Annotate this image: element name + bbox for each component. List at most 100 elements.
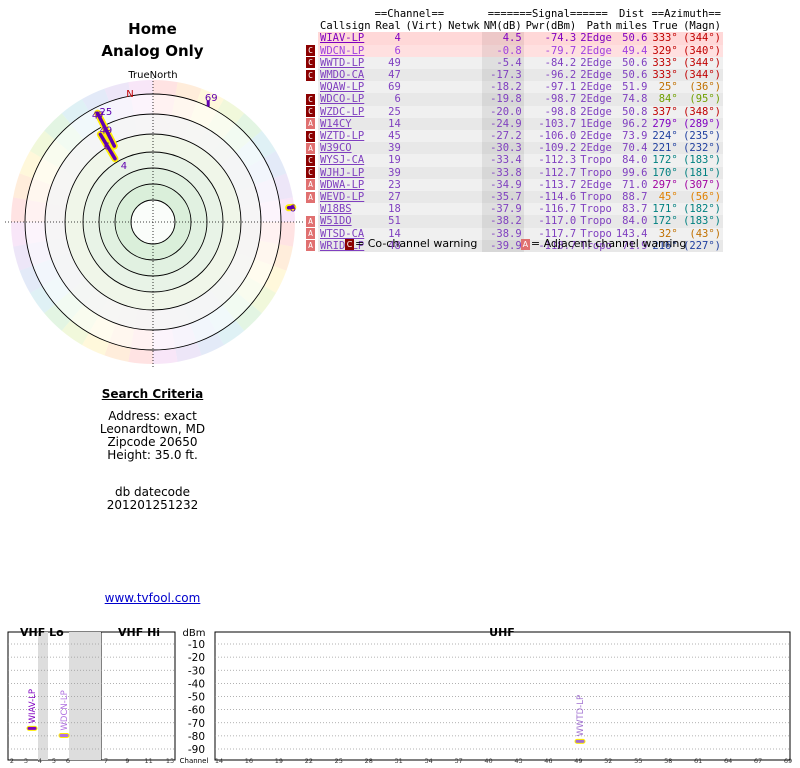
table-row[interactable]: WIAV-LP 4 4.5 -74.3 2Edge 50.6 333° (344°) [306,32,724,45]
table-row[interactable]: A W14CY 14 -24.9 -103.7 1Edge 96.2 279° (289°) [306,117,724,131]
nm-cell: -18.2 [481,81,524,94]
criteria-title: Search Criteria [101,387,204,401]
db-tick-label: -90 [188,744,205,756]
table-row[interactable]: A WTSD-CA 14 -38.9 -117.7 Tropo 143.4 32° (43°) [306,227,724,240]
callsign-cell[interactable]: WZDC-LP [320,105,365,118]
callsign-cell[interactable]: W18BS [320,203,352,216]
pwr-cell: -118.7 [538,239,577,252]
spectrum-station-marker[interactable] [26,725,38,731]
warning-cell: C [306,154,318,167]
callsign-cell[interactable]: WIAV-LP [320,32,365,45]
azimuth-true-cell: 297° [652,178,678,191]
tvfool-link[interactable]: www.tvfool.com [104,591,201,605]
table-row[interactable]: W18BS 18 -37.9 -116.7 Tropo 83.7 171° (182°) [306,203,724,216]
callsign-cell[interactable]: W39CO [320,142,352,155]
criteria-zipcode: Zipcode 20650 [107,435,198,449]
callsign-cell[interactable]: WJHJ-LP [320,166,365,179]
warning-cell: A [306,215,318,228]
db-tick-label: -80 [188,731,205,743]
callsign-cell[interactable]: W14CY [320,117,352,130]
callsign-cell[interactable]: WTSD-CA [320,227,365,240]
spectrum-station-marker[interactable] [58,732,70,738]
dist-cell: 71.9 [622,239,648,252]
table-row[interactable]: C WZTD-LP 45 -27.2 -106.0 2Edge 73.9 224° (235°) [306,130,724,143]
virt-channel-cell [403,167,446,179]
channel-tick-label: 14 [215,757,223,765]
virt-channel-cell [403,215,446,227]
callsign-cell[interactable]: WYSJ-CA [320,154,365,167]
adjacent-channel-icon: A [306,215,315,227]
spectrum-grid [8,643,790,750]
real-channel-cell: 14 [388,117,401,130]
adjacent-channel-icon: A [306,179,315,191]
table-row[interactable]: C WJHJ-LP 39 -33.8 -112.7 Tropo 99.6 170° (181°) [306,166,724,179]
spectrum-chart: VHF Lo VHF Hi UHF dBm Channel -10-20-30-… [7,626,792,765]
vhf-lo-shade-a [38,632,48,760]
db-tick-label: -20 [188,652,205,664]
callsign-cell[interactable]: WWTD-LP [320,56,365,69]
azimuth-magn-cell: (43°) [689,227,722,240]
table-row[interactable]: A W39CO 39 -30.3 -109.2 2Edge 70.4 221° (232°) [306,142,724,155]
true-north-label: TrueNorth [127,70,177,81]
real-channel-cell: 49 [388,56,401,69]
virt-channel-cell [403,179,446,191]
real-channel-cell: 6 [394,93,401,106]
real-channel-cell: 19 [388,154,401,167]
co-channel-icon: C [306,45,315,57]
nm-cell: -38.2 [481,215,524,228]
vhf-hi-panel [100,631,176,761]
callsign-cell[interactable]: WDCN-LP [320,44,365,57]
virt-channel-cell [403,32,446,44]
azimuth-magn-cell: (344°) [683,56,722,69]
pwr-cell: -103.7 [538,117,577,130]
adjacent-channel-icon: A [520,238,530,250]
channel-tick-label: 61 [694,757,702,765]
channel-tick-label: 28 [365,757,373,765]
adjacent-channel-icon: A [306,142,315,154]
criteria-city: Leonardtown, MD [99,422,206,436]
table-row[interactable]: A WEVD-LP 27 -35.7 -114.6 Tropo 88.7 45° (56°) [306,191,724,204]
db-tick-label: -30 [188,665,205,677]
table-row[interactable]: A WDWA-LP 23 -34.9 -113.7 2Edge 71.0 297° (307°) [306,178,724,192]
radar-station-label: 69 [205,93,218,104]
callsign-cell[interactable]: WMDO-CA [320,69,365,82]
warning-cell: A [306,227,318,240]
adjacent-channel-icon: A [306,228,315,240]
callsign-cell[interactable]: WDWA-LP [320,178,365,191]
nm-cell: -33.8 [481,166,524,179]
azimuth-magn-cell: (232°) [683,142,722,155]
callsign-cell[interactable]: WQAW-LP [320,81,365,94]
callsign-cell[interactable]: W51DO [320,215,352,228]
spectrum-station-marker[interactable] [574,738,586,744]
path-cell: Tropo [580,215,612,228]
callsign-cell[interactable]: WZTD-LP [320,130,365,143]
dist-cell: 84.0 [622,215,648,228]
real-channel-cell: 6 [394,44,401,57]
table-row[interactable]: A W51DO 51 -38.2 -117.0 Tropo 84.0 172° (183°) [306,215,724,228]
network-cell [446,93,482,105]
table-row[interactable]: C WWTD-LP 49 -5.4 -84.2 2Edge 50.6 333° (344°) [306,56,724,70]
channel-tick-label: 43 [514,757,522,765]
azimuth-true-cell: 172° [652,215,678,228]
pwr-cell: -74.3 [544,32,577,45]
callsign-cell[interactable]: WDCO-LP [320,93,365,106]
radar-station-bars [94,100,297,212]
azimuth-magn-cell: (56°) [689,191,722,204]
table-row[interactable]: C WMDO-CA 47 -17.3 -96.2 2Edge 50.6 333° (344°) [306,69,724,82]
path-cell: Tropo [580,166,612,179]
dist-cell: 50.6 [622,32,648,45]
table-row[interactable]: WQAW-LP 69 -18.2 -97.1 2Edge 51.9 25° (36°) [306,81,724,94]
co-channel-icon: C [306,93,315,105]
channel-tick-label: 52 [604,757,612,765]
table-row[interactable]: C WZDC-LP 25 -20.0 -98.8 2Edge 50.8 337° (348°) [306,105,724,118]
network-cell [446,142,482,154]
table-row[interactable]: C WYSJ-CA 19 -33.4 -112.3 Tropo 84.0 172° (183°) [306,154,724,167]
table-row[interactable]: A WRID-LP 48 -39.9 -118.7 Tropo 71.9 216° (227°) [306,239,724,253]
col-callsign: Callsign [320,20,371,33]
channel-tick-label: 5 [52,757,56,765]
table-row[interactable]: C WDCN-LP 6 -0.8 -79.7 2Edge 49.4 329° (340°) [306,44,724,57]
table-row[interactable]: C WDCO-LP 6 -19.8 -98.7 2Edge 74.8 84° (95°) [306,93,724,106]
callsign-cell[interactable]: WEVD-LP [320,191,365,204]
dist-cell: 83.7 [622,203,648,216]
channel-tick-label: 3 [24,757,28,765]
